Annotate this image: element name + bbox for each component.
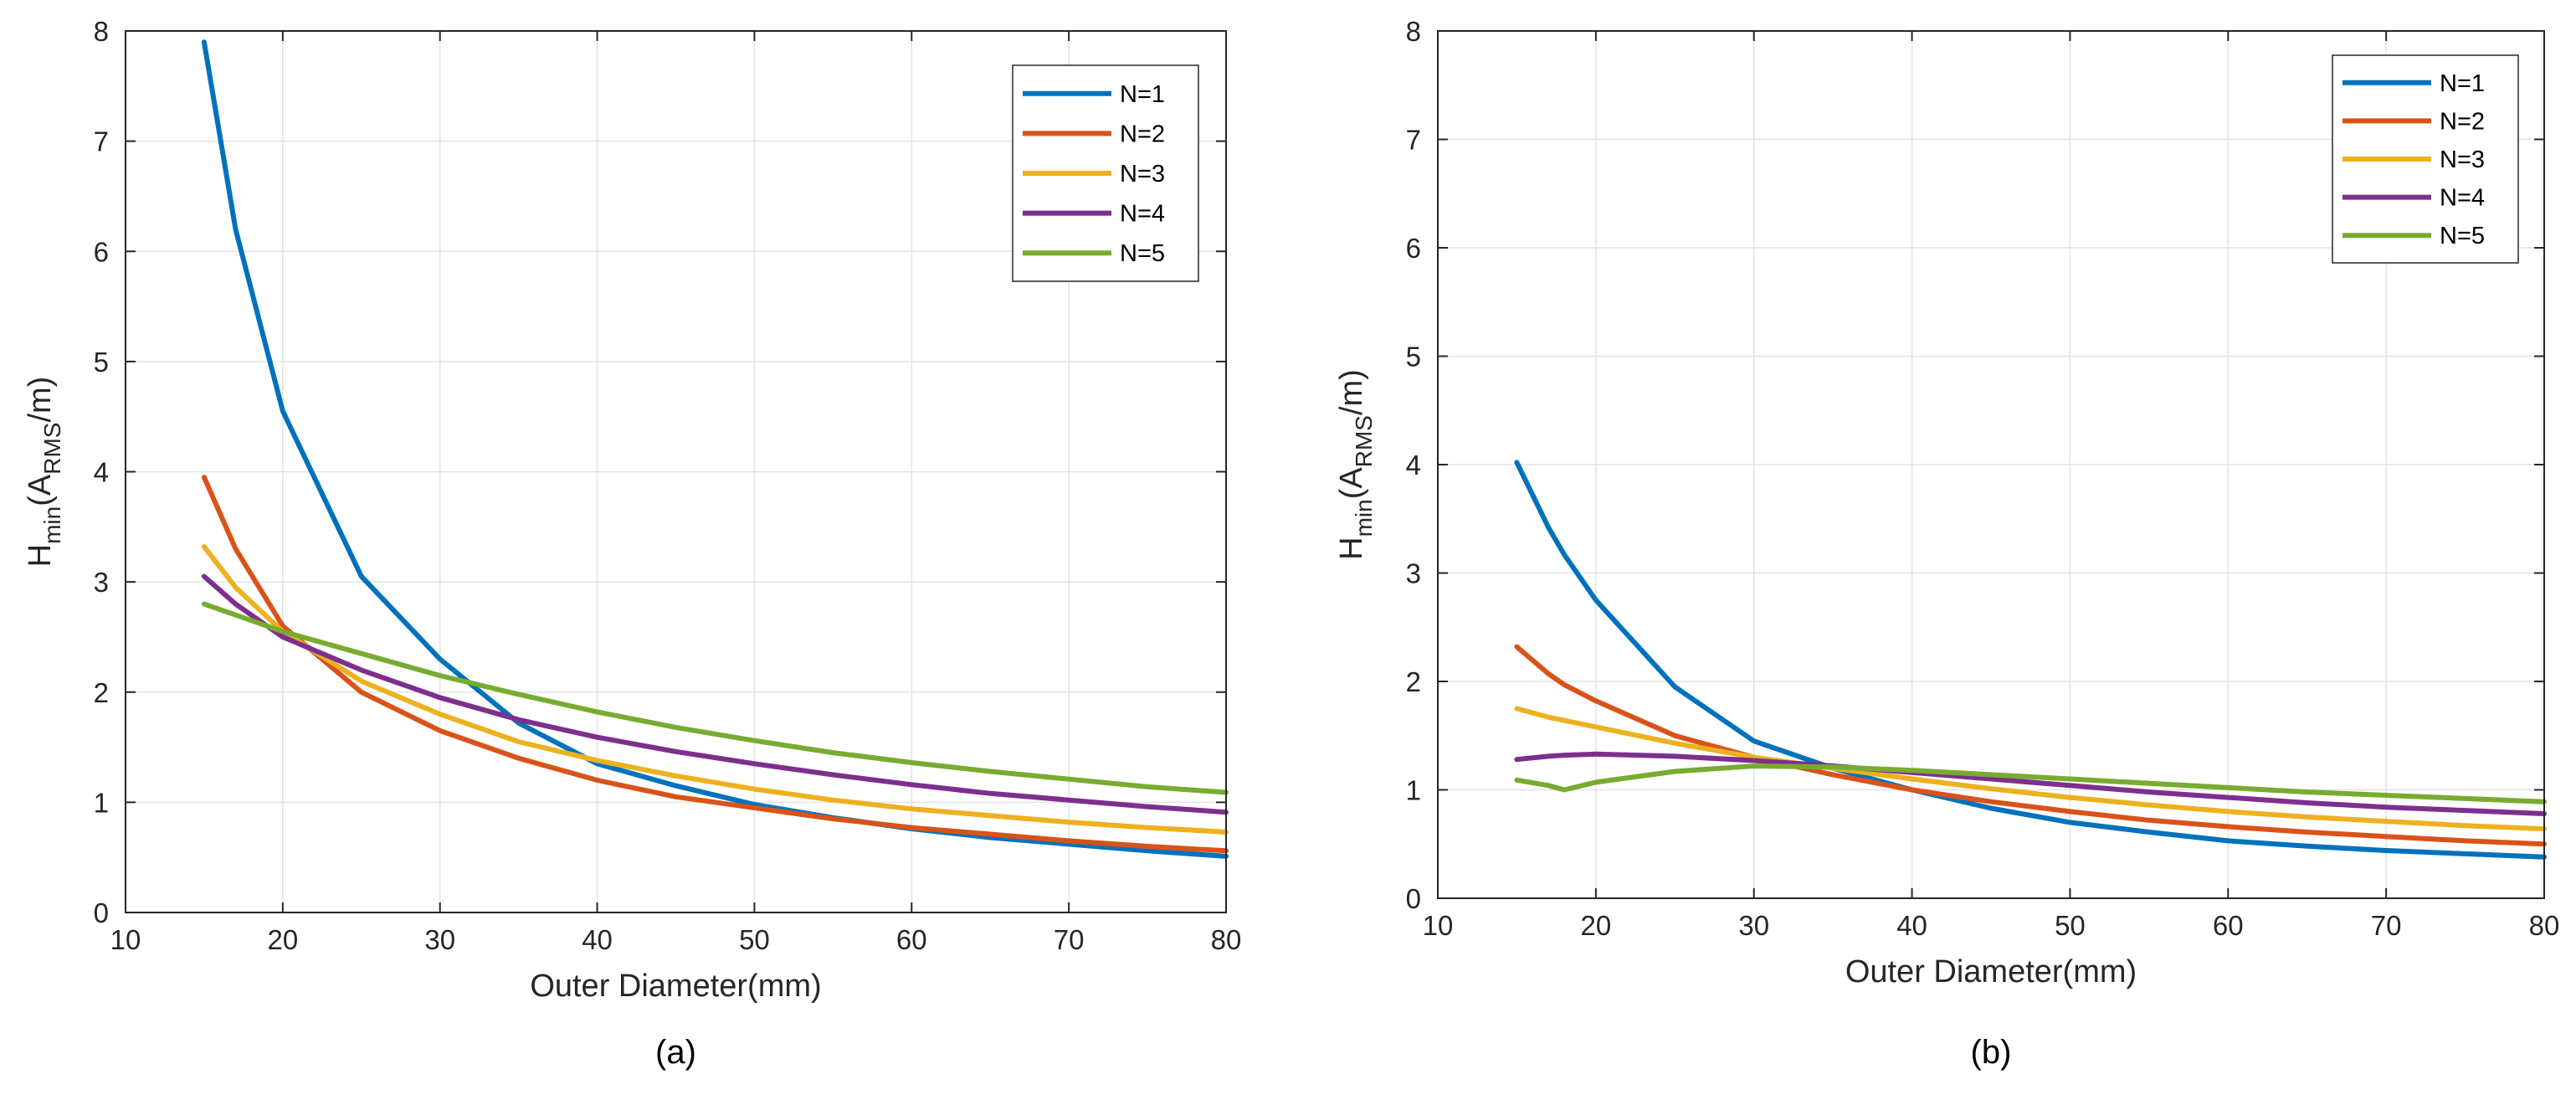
y-tick-label: 4 xyxy=(1406,450,1421,481)
y-label-end: /m) xyxy=(1334,369,1369,415)
chart-panel-b: 10 20 30 40 50 60 70 80 0 1 2 3 4 5 6 7 8 Outer Diameter(… xyxy=(1334,16,2559,1071)
y-tick-label: 4 xyxy=(94,457,109,488)
x-tick-label: 10 xyxy=(110,924,141,955)
y-tick-label: 0 xyxy=(1406,883,1421,914)
legend-label: N=2 xyxy=(2440,108,2485,135)
y-tick-label: 3 xyxy=(94,567,109,598)
x-axis-label: Outer Diameter(mm) xyxy=(1845,954,2137,989)
y-tick-label: 0 xyxy=(94,897,109,928)
x-tick-label: 10 xyxy=(1423,910,1454,941)
chart-panel-a: 10 20 30 40 50 60 70 80 0 1 2 3 4 5 6 7 8 Outer Diameter(… xyxy=(23,16,1241,1071)
y-label-base: H xyxy=(1334,537,1369,559)
x-tick-label: 30 xyxy=(1738,910,1769,941)
x-tick-label: 60 xyxy=(2213,910,2244,941)
legend-label: N=2 xyxy=(1120,121,1165,147)
y-axis-label: Hmin(ARMS/m) xyxy=(23,377,65,568)
x-tick-label: 80 xyxy=(1211,924,1242,955)
series-line-n3 xyxy=(1514,706,2547,832)
series-line-n1 xyxy=(201,39,1229,859)
legend-label: N=1 xyxy=(1120,81,1165,108)
series-line-n2 xyxy=(1514,644,2547,847)
legend-label: N=5 xyxy=(1120,240,1165,267)
y-tick-label: 5 xyxy=(1406,342,1421,373)
legend-label: N=5 xyxy=(2440,223,2485,249)
y-label-end: /m) xyxy=(23,377,58,423)
y-tick-label: 1 xyxy=(94,787,109,818)
y-label-mid: (A xyxy=(1334,467,1369,500)
x-tick-label: 40 xyxy=(1896,910,1927,941)
legend-label: N=4 xyxy=(2440,185,2485,212)
x-tick-label: 70 xyxy=(2371,910,2402,941)
series-line-n5 xyxy=(1514,763,2547,804)
y-label-base: H xyxy=(23,544,58,567)
y-label-sub1: min xyxy=(1351,499,1377,537)
x-tick-label: 70 xyxy=(1054,924,1085,955)
y-tick-label: 7 xyxy=(1406,125,1421,156)
x-tick-label: 80 xyxy=(2529,910,2560,941)
series-line-n4 xyxy=(201,573,1229,815)
x-tick-label: 50 xyxy=(2055,910,2086,941)
y-tick-label: 8 xyxy=(1406,16,1421,47)
legend-label: N=1 xyxy=(2440,70,2485,97)
y-tick-label: 1 xyxy=(1406,775,1421,806)
y-tick-label: 6 xyxy=(94,236,109,267)
y-label-mid: (A xyxy=(23,474,58,506)
series-line-n1 xyxy=(1514,460,2547,860)
y-tick-label: 2 xyxy=(94,677,109,708)
panel-caption: (b) xyxy=(1971,1034,2012,1071)
x-tick-label: 40 xyxy=(582,924,613,955)
legend: N=1 N=2 N=3 N=4 N=5 xyxy=(1012,64,1199,282)
legend-label: N=3 xyxy=(1120,161,1165,188)
y-tick-label: 8 xyxy=(94,16,109,47)
y-label-sub2: RMS xyxy=(1351,415,1377,467)
y-tick-label: 2 xyxy=(1406,666,1421,697)
y-tick-label: 3 xyxy=(1406,558,1421,589)
y-tick-label: 6 xyxy=(1406,233,1421,264)
y-tick-label: 5 xyxy=(94,347,109,378)
panel-caption: (a) xyxy=(655,1034,696,1071)
x-tick-label: 20 xyxy=(267,924,298,955)
y-label-sub1: min xyxy=(39,506,65,544)
x-tick-label: 30 xyxy=(424,924,455,955)
legend-label: N=3 xyxy=(2440,146,2485,173)
y-label-sub2: RMS xyxy=(39,423,65,475)
y-tick-label: 7 xyxy=(94,126,109,157)
y-axis-label: Hmin(ARMS/m) xyxy=(1334,369,1377,560)
series-line-n4 xyxy=(1514,751,2547,816)
x-tick-label: 20 xyxy=(1580,910,1611,941)
series-line-n5 xyxy=(201,601,1229,795)
x-tick-label: 50 xyxy=(739,924,770,955)
x-axis-label: Outer Diameter(mm) xyxy=(530,969,821,1004)
legend: N=1 N=2 N=3 N=4 N=5 xyxy=(2332,54,2519,264)
x-tick-label: 60 xyxy=(896,924,927,955)
legend-label: N=4 xyxy=(1120,201,1165,228)
